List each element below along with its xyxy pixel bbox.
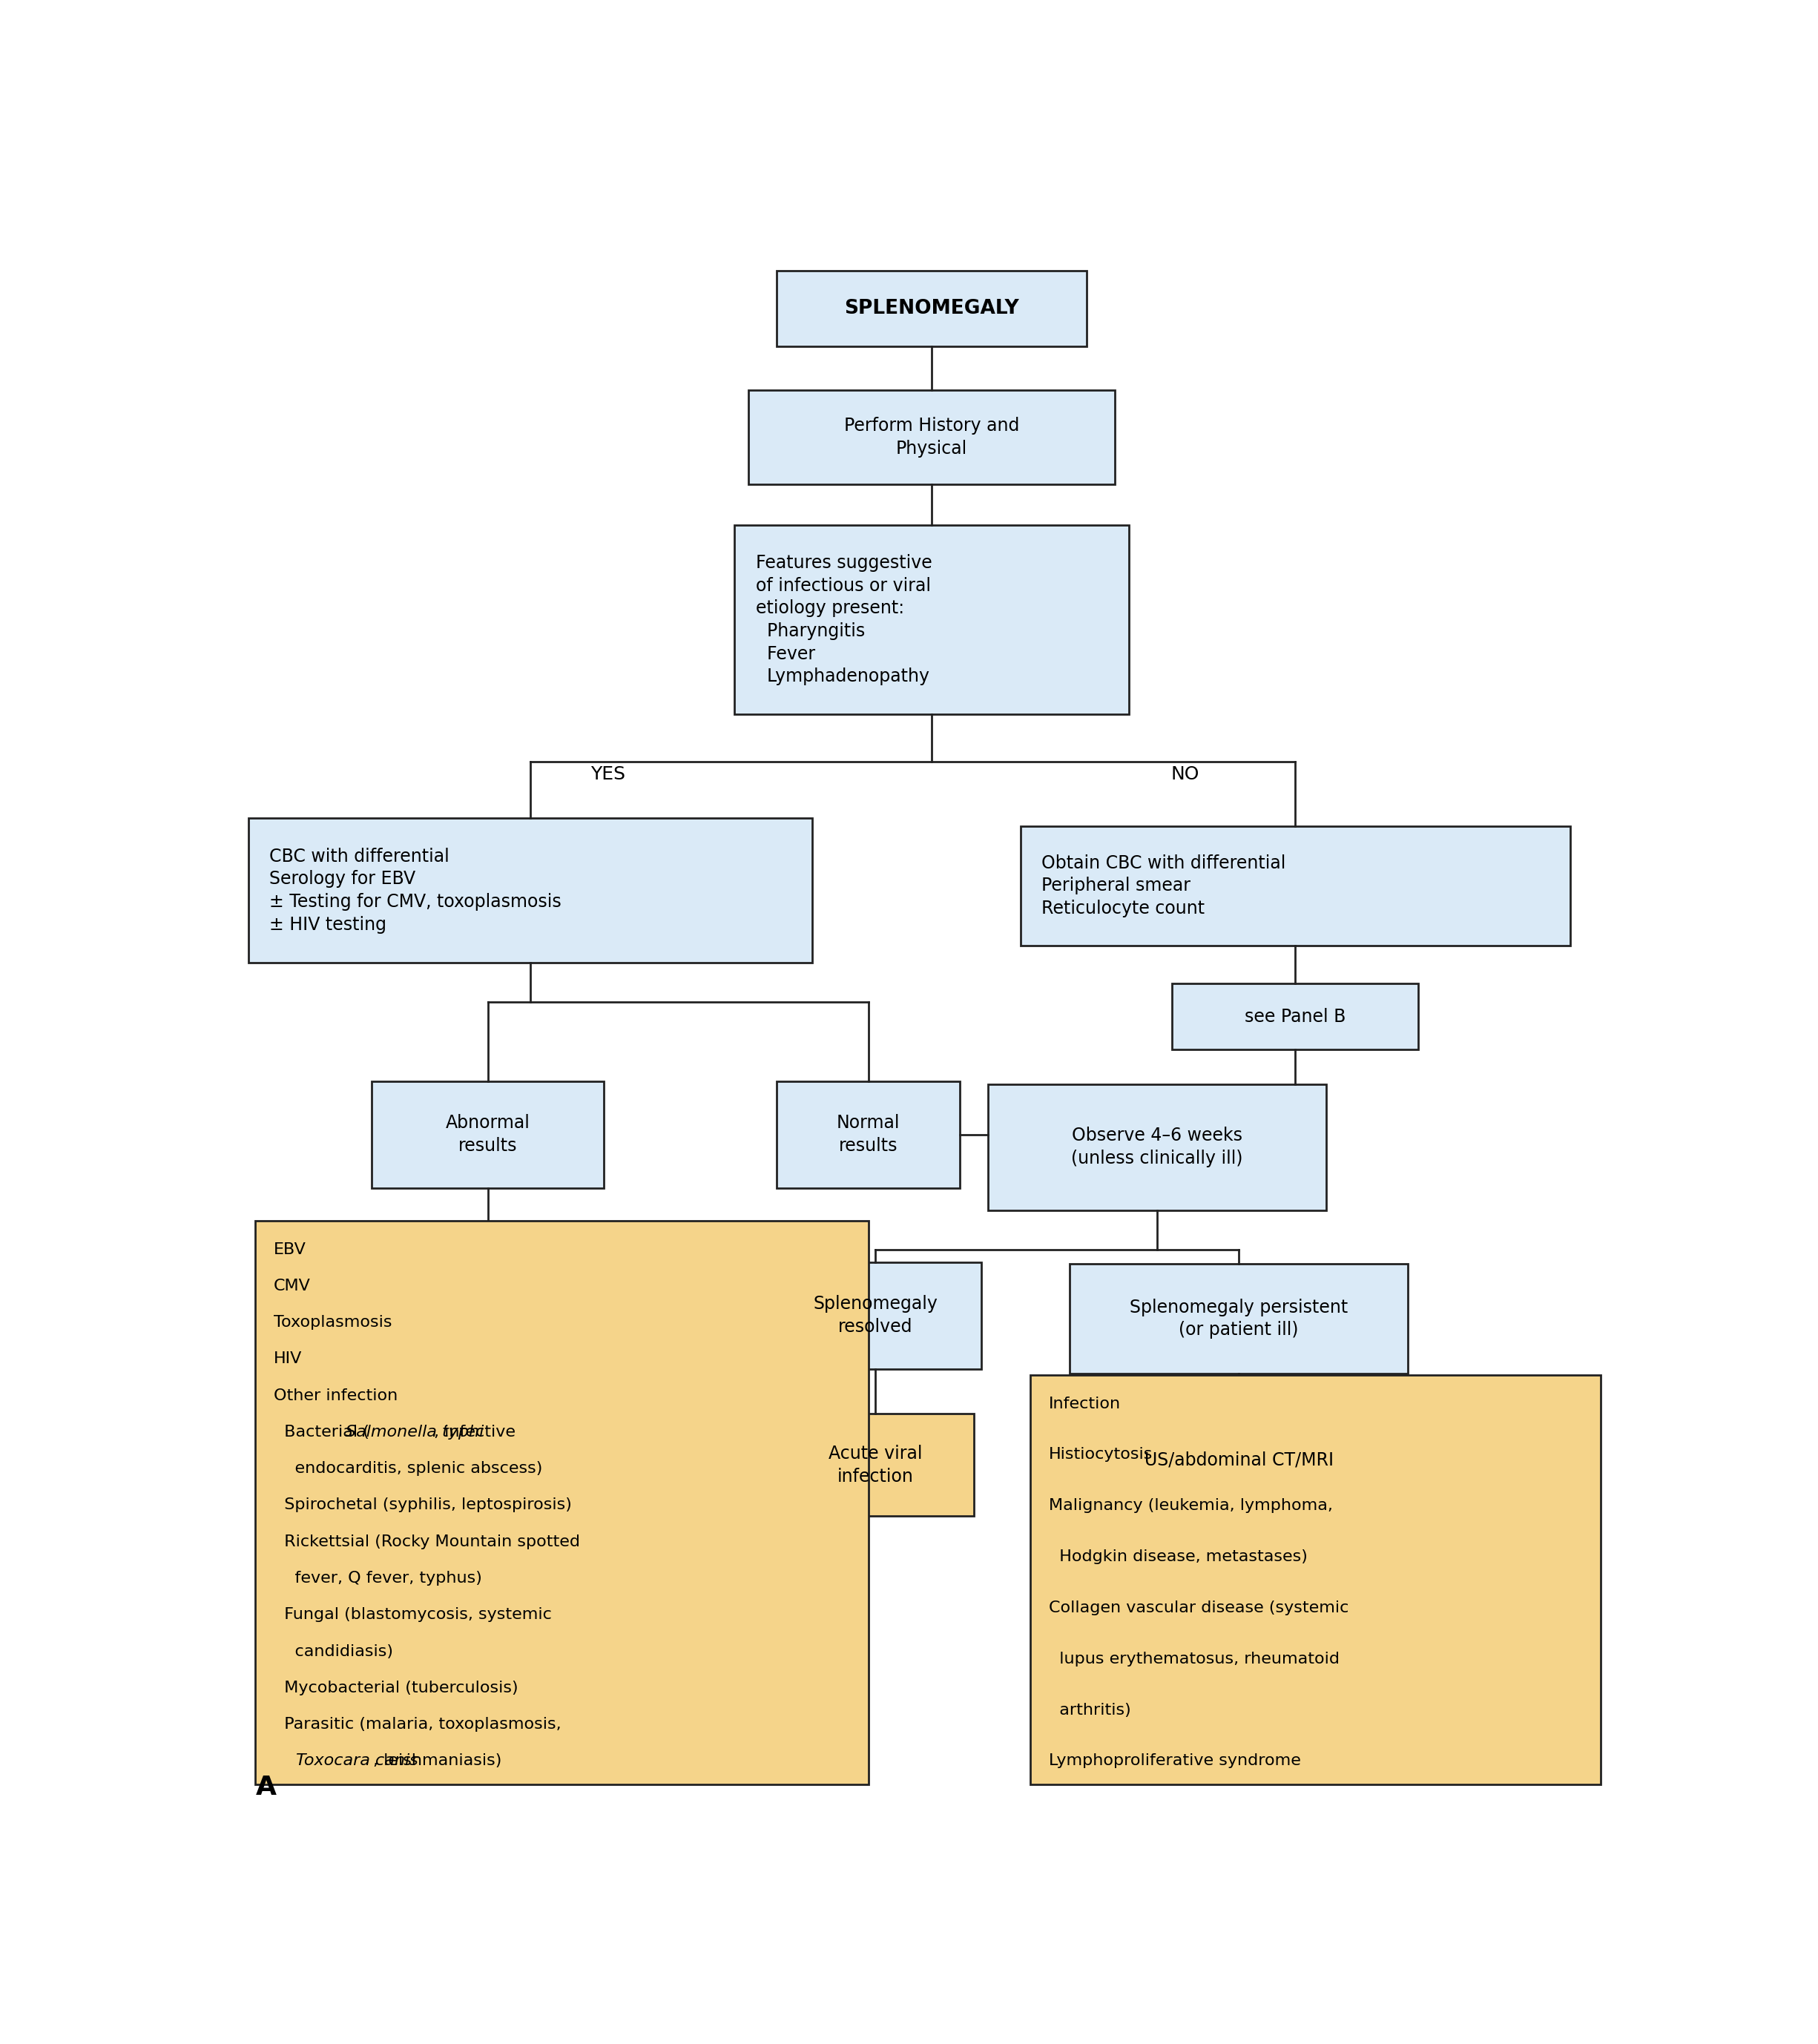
Text: Splenomegaly persistent
(or patient ill): Splenomegaly persistent (or patient ill) xyxy=(1129,1298,1347,1339)
FancyBboxPatch shape xyxy=(776,1081,960,1188)
FancyBboxPatch shape xyxy=(734,525,1129,713)
Text: , infective: , infective xyxy=(435,1425,514,1439)
Text: Salmonella typhi: Salmonella typhi xyxy=(345,1425,484,1439)
Text: Acute viral
infection: Acute viral infection xyxy=(829,1445,922,1486)
FancyBboxPatch shape xyxy=(1173,983,1418,1049)
FancyBboxPatch shape xyxy=(776,1414,974,1517)
Text: Abnormal
results: Abnormal results xyxy=(445,1114,531,1155)
Text: endocarditis, splenic abscess): endocarditis, splenic abscess) xyxy=(275,1461,542,1476)
Text: lupus erythematosus, rheumatoid: lupus erythematosus, rheumatoid xyxy=(1049,1652,1340,1666)
Text: , leishmaniasis): , leishmaniasis) xyxy=(373,1754,502,1768)
FancyBboxPatch shape xyxy=(1091,1427,1387,1494)
Text: see Panel B: see Panel B xyxy=(1245,1008,1345,1026)
Text: Perform History and
Physical: Perform History and Physical xyxy=(844,417,1020,458)
Text: SPLENOMEGALY: SPLENOMEGALY xyxy=(844,298,1020,319)
Text: HIV: HIV xyxy=(275,1351,302,1367)
Text: Parasitic (malaria, toxoplasmosis,: Parasitic (malaria, toxoplasmosis, xyxy=(275,1717,562,1731)
FancyBboxPatch shape xyxy=(1031,1376,1602,1784)
Text: US/abdominal CT/MRI: US/abdominal CT/MRI xyxy=(1144,1451,1333,1470)
Text: A: A xyxy=(255,1774,276,1801)
Text: NO: NO xyxy=(1171,764,1200,783)
FancyBboxPatch shape xyxy=(749,390,1114,484)
Text: Normal
results: Normal results xyxy=(836,1114,900,1155)
Text: Collagen vascular disease (systemic: Collagen vascular disease (systemic xyxy=(1049,1600,1349,1615)
Text: Infection: Infection xyxy=(1049,1396,1120,1410)
Text: Other infection: Other infection xyxy=(275,1388,398,1402)
Text: arthritis): arthritis) xyxy=(1049,1703,1131,1717)
Text: candidiasis): candidiasis) xyxy=(275,1643,393,1660)
Text: Fungal (blastomycosis, systemic: Fungal (blastomycosis, systemic xyxy=(275,1607,553,1623)
Text: Obtain CBC with differential
Peripheral smear
Reticulocyte count: Obtain CBC with differential Peripheral … xyxy=(1042,854,1285,918)
Text: Mycobacterial (tuberculosis): Mycobacterial (tuberculosis) xyxy=(275,1680,518,1694)
FancyBboxPatch shape xyxy=(255,1220,869,1784)
Text: Bacterial (: Bacterial ( xyxy=(275,1425,369,1439)
Text: Toxocara canis: Toxocara canis xyxy=(296,1754,418,1768)
FancyBboxPatch shape xyxy=(1020,826,1571,946)
Text: Features suggestive
of infectious or viral
etiology present:
  Pharyngitis
  Fev: Features suggestive of infectious or vir… xyxy=(756,554,933,685)
Text: Histiocytosis: Histiocytosis xyxy=(1049,1447,1153,1461)
FancyBboxPatch shape xyxy=(989,1083,1327,1210)
Text: Observe 4–6 weeks
(unless clinically ill): Observe 4–6 weeks (unless clinically ill… xyxy=(1071,1126,1244,1167)
Text: CMV: CMV xyxy=(275,1280,311,1294)
Text: EBV: EBV xyxy=(275,1243,305,1257)
FancyBboxPatch shape xyxy=(769,1261,982,1369)
Text: Malignancy (leukemia, lymphoma,: Malignancy (leukemia, lymphoma, xyxy=(1049,1498,1333,1513)
FancyBboxPatch shape xyxy=(249,818,813,963)
Text: Splenomegaly
resolved: Splenomegaly resolved xyxy=(813,1296,938,1337)
Text: CBC with differential
Serology for EBV
± Testing for CMV, toxoplasmosis
± HIV te: CBC with differential Serology for EBV ±… xyxy=(269,848,562,934)
Text: fever, Q fever, typhus): fever, Q fever, typhus) xyxy=(275,1572,482,1586)
FancyBboxPatch shape xyxy=(1069,1263,1407,1374)
Text: Toxoplasmosis: Toxoplasmosis xyxy=(275,1314,393,1331)
Text: Rickettsial (Rocky Mountain spotted: Rickettsial (Rocky Mountain spotted xyxy=(275,1535,580,1549)
Text: Hodgkin disease, metastases): Hodgkin disease, metastases) xyxy=(1049,1549,1307,1564)
Text: Spirochetal (syphilis, leptospirosis): Spirochetal (syphilis, leptospirosis) xyxy=(275,1498,573,1513)
FancyBboxPatch shape xyxy=(776,270,1087,345)
Text: Lymphoproliferative syndrome: Lymphoproliferative syndrome xyxy=(1049,1754,1300,1768)
Text: YES: YES xyxy=(591,764,625,783)
FancyBboxPatch shape xyxy=(371,1081,604,1188)
